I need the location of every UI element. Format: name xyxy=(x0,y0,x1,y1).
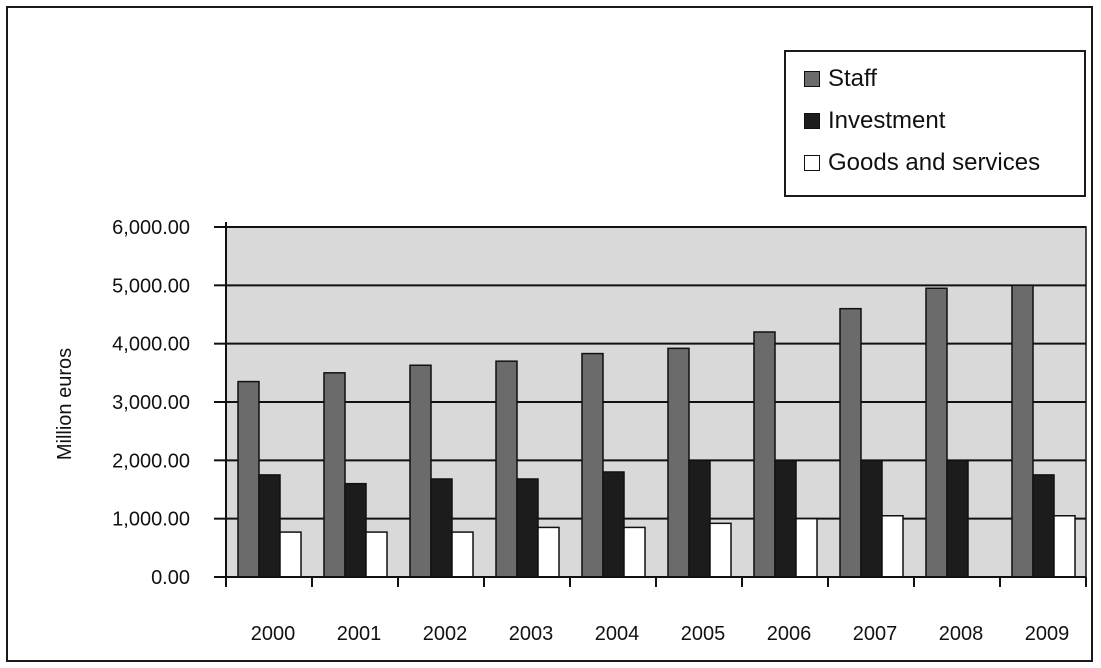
legend-swatch-goods-and-services xyxy=(804,155,820,171)
x-tick-label: 2004 xyxy=(595,623,640,645)
legend-item-staff: Staff xyxy=(804,64,877,94)
bar-goods-and-services xyxy=(709,522,732,578)
x-tick-label: 2006 xyxy=(767,623,812,645)
bar-investment xyxy=(602,471,625,578)
bar-staff xyxy=(925,287,948,578)
bar-investment xyxy=(430,478,453,578)
bar-investment xyxy=(860,459,883,578)
bar-staff xyxy=(839,307,862,578)
y-axis-title: Million euros xyxy=(54,348,76,460)
x-tick-label: 2009 xyxy=(1025,623,1070,645)
bar-staff xyxy=(667,347,690,578)
axes: 0.00 1,000.00 2,000.00 3,000.00 4,000.00 5,00… xyxy=(112,217,1087,645)
bar-investment xyxy=(1032,474,1055,578)
y-tick-label: 5,000.00 xyxy=(112,275,190,297)
bar-staff xyxy=(581,352,604,578)
x-tick-label: 2005 xyxy=(681,623,726,645)
legend-swatch-investment xyxy=(804,113,820,129)
bar-staff xyxy=(409,364,432,578)
bar-investment xyxy=(516,478,539,578)
bar-investment xyxy=(688,459,711,578)
bar-investment xyxy=(946,459,969,578)
legend-item-goods-and-services: Goods and services xyxy=(804,148,1040,178)
y-tick-label: 1,000.00 xyxy=(112,509,190,531)
y-tick-label: 6,000.00 xyxy=(112,217,190,239)
bar-staff xyxy=(495,360,518,578)
legend-swatch-staff xyxy=(804,71,820,87)
bar-goods-and-services xyxy=(537,526,560,578)
x-tick-label: 2001 xyxy=(337,623,382,645)
y-tick-label: 0.00 xyxy=(151,567,190,589)
bar-investment xyxy=(344,482,367,578)
bar-staff xyxy=(237,380,260,578)
bar-goods-and-services xyxy=(881,515,904,578)
bar-goods-and-services xyxy=(623,526,646,578)
bar-goods-and-services xyxy=(795,517,818,578)
y-tick-label: 2,000.00 xyxy=(112,450,190,472)
bar-investment xyxy=(774,459,797,578)
bars xyxy=(237,284,1076,578)
bar-staff xyxy=(323,372,346,578)
x-tick-label: 2008 xyxy=(939,623,984,645)
bar-staff xyxy=(1011,284,1034,578)
y-tick-label: 4,000.00 xyxy=(112,334,190,356)
bar-goods-and-services xyxy=(365,531,388,578)
legend-label-goods-and-services: Goods and services xyxy=(828,149,1041,176)
legend-label-investment: Investment xyxy=(828,107,946,134)
legend-item-investment: Investment xyxy=(804,106,945,136)
legend-label-staff: Staff xyxy=(828,65,877,92)
legend: Staff Investment Goods and services xyxy=(784,50,1086,197)
x-tick-label: 2003 xyxy=(509,623,554,645)
bar-goods-and-services xyxy=(451,531,474,578)
x-tick-label: 2002 xyxy=(423,623,468,645)
x-tick-label: 2000 xyxy=(251,623,296,645)
bar-staff xyxy=(753,331,776,578)
bar-goods-and-services xyxy=(279,531,302,578)
x-tick-label: 2007 xyxy=(853,623,898,645)
bar-investment xyxy=(258,474,281,578)
bar-goods-and-services xyxy=(1053,515,1076,578)
chart-frame xyxy=(6,6,1093,662)
y-tick-label: 3,000.00 xyxy=(112,392,190,414)
